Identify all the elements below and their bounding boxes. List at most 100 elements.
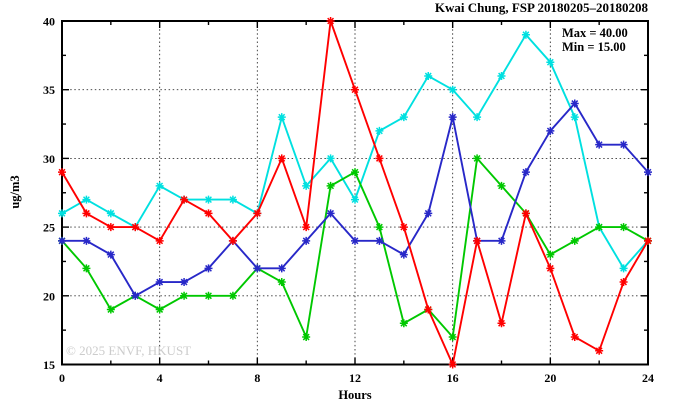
y-tick-label: 20 bbox=[43, 289, 55, 303]
y-tick-label: 15 bbox=[43, 358, 55, 372]
x-tick-label: 16 bbox=[447, 371, 459, 385]
line-blue-marker bbox=[644, 168, 652, 177]
line-blue-marker bbox=[180, 278, 189, 287]
x-axis-title: Hours bbox=[338, 388, 371, 402]
line-red-marker bbox=[424, 305, 433, 314]
y-tick-label: 35 bbox=[43, 83, 55, 97]
line-red-marker bbox=[521, 209, 530, 218]
line-cyan-marker bbox=[448, 85, 457, 94]
y-axis-title: ug/m3 bbox=[8, 175, 22, 208]
line-red-marker bbox=[180, 195, 189, 204]
line-blue-marker bbox=[595, 140, 604, 149]
y-tick-label: 40 bbox=[43, 15, 55, 29]
y-tick-label: 25 bbox=[43, 221, 55, 235]
line-blue-marker bbox=[58, 236, 66, 245]
line-blue-marker bbox=[131, 291, 140, 300]
line-red-marker bbox=[302, 223, 311, 232]
line-blue-marker bbox=[375, 236, 384, 245]
legend-max-label: Max = 40.00 bbox=[562, 26, 628, 40]
line-red-marker bbox=[253, 209, 262, 218]
x-tick-label: 4 bbox=[157, 371, 163, 385]
line-cyan-marker bbox=[497, 71, 506, 80]
plot-area bbox=[58, 17, 652, 369]
line-cyan-marker bbox=[326, 154, 335, 163]
line-red-marker bbox=[155, 236, 164, 245]
line-green-marker bbox=[326, 181, 335, 190]
line-cyan-marker bbox=[277, 113, 286, 122]
line-red-marker bbox=[473, 236, 482, 245]
line-blue-marker bbox=[82, 236, 91, 245]
line-green-marker bbox=[351, 168, 359, 177]
line-green-marker bbox=[228, 291, 237, 300]
line-blue-marker bbox=[351, 236, 359, 245]
line-blue-marker bbox=[424, 209, 433, 218]
line-cyan-marker bbox=[375, 126, 384, 135]
x-tick-label: 12 bbox=[349, 371, 361, 385]
line-green-marker bbox=[619, 223, 628, 232]
line-green-marker bbox=[473, 154, 482, 163]
axis-tick-labels: 15 20 25 30 35 40 0 4 8 12 16 20 24 bbox=[43, 15, 654, 386]
y-tick-label: 30 bbox=[43, 152, 55, 166]
line-blue-marker bbox=[521, 168, 530, 177]
line-red-marker bbox=[399, 223, 408, 232]
line-green-marker bbox=[497, 181, 506, 190]
line-blue-marker bbox=[106, 250, 115, 259]
legend-min-label: Min = 15.00 bbox=[562, 40, 626, 54]
line-cyan-marker bbox=[619, 264, 628, 273]
line-blue-marker bbox=[302, 236, 311, 245]
line-red-marker bbox=[570, 333, 579, 342]
line-red-marker bbox=[106, 223, 115, 232]
line-blue-marker bbox=[326, 209, 335, 218]
line-green-marker bbox=[448, 333, 457, 342]
x-tick-label: 20 bbox=[544, 371, 556, 385]
line-green-marker bbox=[595, 223, 604, 232]
chart-title: Kwai Chung, FSP 20180205–20180208 bbox=[435, 0, 649, 15]
line-blue-marker bbox=[277, 264, 286, 273]
line-cyan-marker bbox=[204, 195, 213, 204]
line-green-marker bbox=[570, 236, 579, 245]
line-blue-marker bbox=[570, 99, 579, 108]
line-blue-marker bbox=[399, 250, 408, 259]
line-green-marker bbox=[180, 291, 189, 300]
line-green-marker bbox=[204, 291, 213, 300]
line-red-marker bbox=[82, 209, 91, 218]
line-red-marker bbox=[131, 223, 140, 232]
line-green-marker bbox=[302, 333, 311, 342]
line-cyan-marker bbox=[473, 113, 482, 122]
line-red-marker bbox=[619, 278, 628, 287]
line-blue-marker bbox=[546, 126, 555, 135]
x-tick-label: 8 bbox=[254, 371, 260, 385]
plot-border bbox=[61, 20, 649, 366]
line-red-marker bbox=[326, 17, 335, 25]
line-cyan-marker bbox=[302, 181, 311, 190]
x-tick-label: 24 bbox=[642, 371, 654, 385]
line-cyan-marker bbox=[82, 195, 91, 204]
line-cyan-marker bbox=[570, 113, 579, 122]
line-cyan-marker bbox=[399, 113, 408, 122]
line-cyan-marker bbox=[351, 195, 359, 204]
line-green-marker bbox=[375, 223, 384, 232]
line-red-marker bbox=[546, 264, 555, 273]
line-blue-marker bbox=[204, 264, 213, 273]
x-tick-label: 0 bbox=[59, 371, 65, 385]
line-cyan-marker bbox=[228, 195, 237, 204]
line-green-marker bbox=[82, 264, 91, 273]
line-red-marker bbox=[277, 154, 286, 163]
watermark: © 2025 ENVF, HKUST bbox=[66, 343, 191, 358]
line-cyan-marker bbox=[106, 209, 115, 218]
line-cyan-marker bbox=[546, 58, 555, 67]
line-red-marker bbox=[497, 319, 506, 328]
line-green-marker bbox=[399, 319, 408, 328]
line-cyan-marker bbox=[58, 209, 66, 218]
line-cyan-path bbox=[61, 33, 649, 270]
gridlines bbox=[62, 21, 648, 365]
line-blue-marker bbox=[448, 113, 457, 122]
line-red-marker bbox=[375, 154, 384, 163]
line-green-marker bbox=[106, 305, 115, 314]
line-red-marker bbox=[644, 236, 652, 245]
line-blue-marker bbox=[253, 264, 262, 273]
line-red-marker bbox=[351, 85, 359, 94]
line-green-marker bbox=[277, 278, 286, 287]
